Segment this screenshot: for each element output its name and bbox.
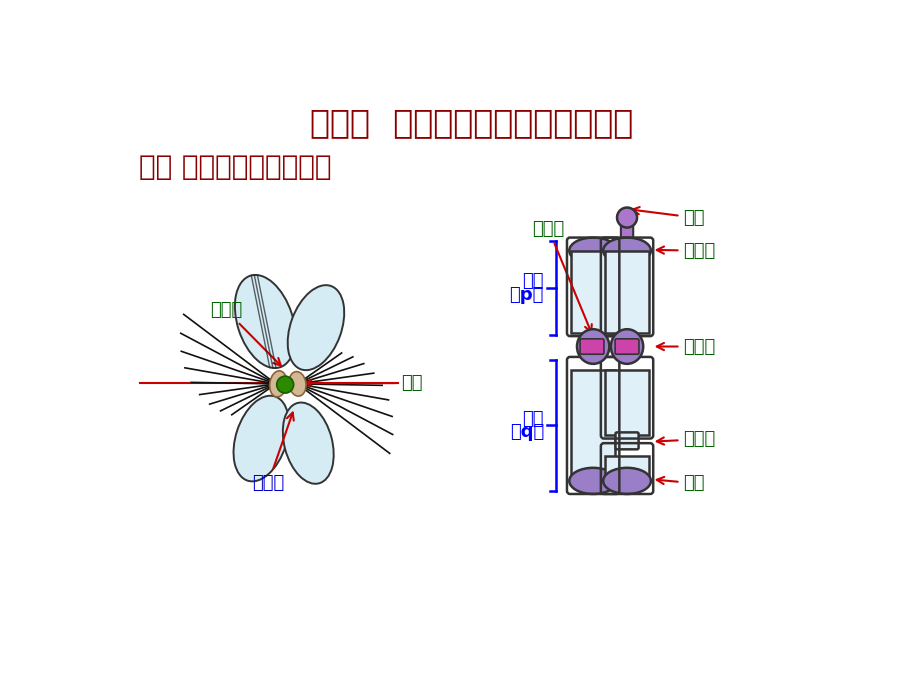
FancyBboxPatch shape [604, 456, 649, 481]
FancyBboxPatch shape [604, 370, 649, 435]
Text: 着丝粒: 着丝粒 [210, 301, 280, 366]
Ellipse shape [269, 371, 287, 397]
Text: 次缢痕: 次缢痕 [656, 431, 715, 448]
FancyBboxPatch shape [570, 370, 615, 481]
Ellipse shape [569, 237, 617, 264]
Text: 纺锤丝: 纺锤丝 [252, 413, 293, 492]
Ellipse shape [610, 329, 642, 364]
Text: 短臂: 短臂 [522, 272, 543, 290]
Text: 着丝粒: 着丝粒 [532, 220, 591, 332]
Ellipse shape [603, 468, 651, 494]
Ellipse shape [569, 468, 617, 494]
FancyBboxPatch shape [615, 433, 638, 449]
Ellipse shape [288, 285, 344, 370]
Text: 动粒: 动粒 [401, 374, 422, 392]
Ellipse shape [603, 237, 651, 264]
Text: 主缢痕: 主缢痕 [656, 337, 715, 355]
Text: 一、 中期染色体形态结构: 一、 中期染色体形态结构 [139, 153, 331, 181]
FancyBboxPatch shape [580, 339, 603, 354]
Ellipse shape [233, 395, 289, 482]
FancyBboxPatch shape [604, 250, 649, 333]
FancyBboxPatch shape [570, 250, 615, 333]
Text: 第一节  人类正常染色体结构、类型: 第一节 人类正常染色体结构、类型 [310, 106, 632, 139]
FancyBboxPatch shape [615, 339, 639, 354]
Text: 端粒: 端粒 [656, 474, 704, 492]
Ellipse shape [282, 402, 334, 484]
Circle shape [277, 376, 293, 393]
FancyBboxPatch shape [620, 224, 632, 238]
Circle shape [617, 208, 636, 228]
Ellipse shape [234, 275, 295, 368]
Ellipse shape [576, 329, 608, 364]
Text: 随体: 随体 [631, 207, 704, 226]
Text: 次缢痕: 次缢痕 [656, 241, 715, 259]
Text: （q）: （q） [509, 424, 543, 442]
Text: 长臂: 长臂 [522, 410, 543, 428]
Text: （p）: （p） [509, 286, 543, 304]
Ellipse shape [289, 372, 306, 396]
